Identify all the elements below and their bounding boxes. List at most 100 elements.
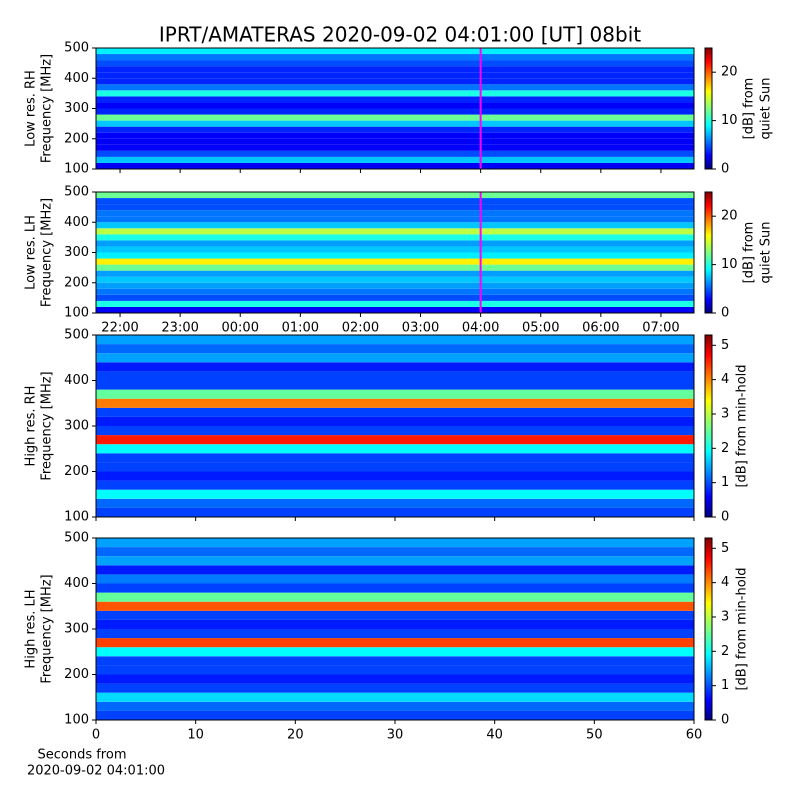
- spectrogram-band: [96, 344, 694, 354]
- spectrogram-band: [96, 240, 694, 247]
- x-tick-label: 30: [387, 728, 404, 743]
- colorbar-tick-label: 1: [721, 475, 729, 490]
- spectrogram-band: [96, 701, 694, 711]
- spectrogram-band: [96, 66, 694, 73]
- spectrogram-band: [96, 84, 694, 91]
- y-tick-label: 200: [64, 275, 89, 290]
- colorbar-label: [dB] from: [742, 78, 757, 140]
- spectrogram-band: [96, 692, 694, 702]
- spectrogram-band: [96, 144, 694, 151]
- spectrogram-band: [96, 416, 694, 426]
- x-tick-label: 01:00: [282, 321, 319, 336]
- spectrogram-band: [96, 683, 694, 693]
- colorbar-tick-label: 0: [721, 162, 729, 177]
- colorbar-tick-label: 3: [721, 406, 729, 421]
- x-tick-label: 10: [187, 728, 204, 743]
- spectrogram-band: [96, 547, 694, 557]
- colorbar-tick-label: 5: [721, 338, 729, 353]
- y-tick-label: 400: [64, 373, 89, 388]
- spectrogram-band: [96, 96, 694, 103]
- y-axis-label: Low res. LH: [24, 215, 39, 290]
- spectrogram-band: [96, 619, 694, 629]
- y-tick-label: 400: [64, 71, 89, 86]
- x-tick-label: 20: [287, 728, 304, 743]
- colorbar-tick-label: 0: [721, 510, 729, 525]
- spectrogram-band: [96, 300, 694, 307]
- spectrogram-band: [96, 126, 694, 133]
- x-tick-label: 05:00: [522, 321, 559, 336]
- spectrogram-band: [96, 426, 694, 436]
- spectrogram-band: [96, 288, 694, 295]
- spectrogram-band: [96, 353, 694, 363]
- spectrogram-band: [96, 252, 694, 259]
- spectrogram-band: [96, 610, 694, 620]
- colorbar-label: quiet Sun: [759, 221, 774, 283]
- spectrogram-band: [96, 102, 694, 109]
- spectrogram-band: [96, 132, 694, 139]
- y-tick-label: 200: [64, 667, 89, 682]
- spectrogram-band: [96, 507, 694, 517]
- spectrogram-band: [96, 90, 694, 97]
- y-tick-label: 200: [64, 131, 89, 146]
- y-tick-label: 400: [64, 576, 89, 591]
- spectrogram-band: [96, 114, 694, 121]
- y-tick-label: 200: [64, 464, 89, 479]
- x-tick-label: 23:00: [161, 321, 198, 336]
- x-tick-label: 50: [586, 728, 603, 743]
- colorbar-tick-label: 20: [721, 209, 738, 224]
- spectrogram-band: [96, 294, 694, 301]
- y-axis-label: High res. RH: [24, 386, 39, 467]
- x-tick-label: 04:00: [462, 321, 499, 336]
- spectrogram-band: [96, 120, 694, 127]
- y-tick-label: 500: [64, 328, 89, 343]
- y-tick-label: 300: [64, 419, 89, 434]
- colorbar: [704, 47, 713, 170]
- colorbar: [704, 191, 713, 314]
- x-tick-label: 60: [686, 728, 703, 743]
- spectrogram-band: [96, 489, 694, 499]
- spectrogram-band: [96, 204, 694, 211]
- y-tick-label: 300: [64, 622, 89, 637]
- x-tick-label: 00:00: [222, 321, 259, 336]
- spectrogram-band: [96, 453, 694, 463]
- spectrogram-band: [96, 270, 694, 277]
- y-axis-label: Frequency [MHz]: [40, 371, 55, 480]
- y-tick-label: 500: [64, 531, 89, 546]
- colorbar-tick-label: 4: [721, 575, 729, 590]
- y-tick-label: 300: [64, 245, 89, 260]
- x-tick-label: 02:00: [342, 321, 379, 336]
- spectrogram-band: [96, 54, 694, 61]
- x-tick-label: 03:00: [402, 321, 439, 336]
- x-axis-label: Seconds from: [37, 748, 126, 763]
- colorbar-tick-label: 10: [721, 257, 738, 272]
- spectrogram-band: [96, 48, 694, 55]
- spectrogram-band: [96, 574, 694, 584]
- y-axis-label: Low res. RH: [24, 70, 39, 147]
- spectrogram-band: [96, 216, 694, 223]
- spectrogram-band: [96, 138, 694, 145]
- colorbar-tick-label: 10: [721, 113, 738, 128]
- x-tick-label: 0: [92, 728, 100, 743]
- colorbar-label: quiet Sun: [759, 77, 774, 139]
- spectrogram-band: [96, 150, 694, 157]
- spectrogram-band: [96, 306, 694, 313]
- spectrogram-band: [96, 228, 694, 235]
- spectrogram-band: [96, 60, 694, 67]
- y-tick-label: 500: [64, 41, 89, 56]
- spectrogram-band: [96, 108, 694, 115]
- colorbar-tick-label: 2: [721, 644, 729, 659]
- y-tick-label: 300: [64, 101, 89, 116]
- y-tick-label: 100: [64, 510, 89, 525]
- spectrogram-band: [96, 665, 694, 675]
- spectrogram-band: [96, 222, 694, 229]
- y-tick-label: 100: [64, 306, 89, 321]
- x-tick-label: 22:00: [101, 321, 138, 336]
- spectrogram-band: [96, 371, 694, 381]
- spectrogram-band: [96, 592, 694, 602]
- spectrogram-band: [96, 156, 694, 163]
- x-tick-label: 06:00: [582, 321, 619, 336]
- y-axis-label: Frequency [MHz]: [40, 574, 55, 683]
- spectrogram-band: [96, 78, 694, 85]
- spectrogram-band: [96, 162, 694, 169]
